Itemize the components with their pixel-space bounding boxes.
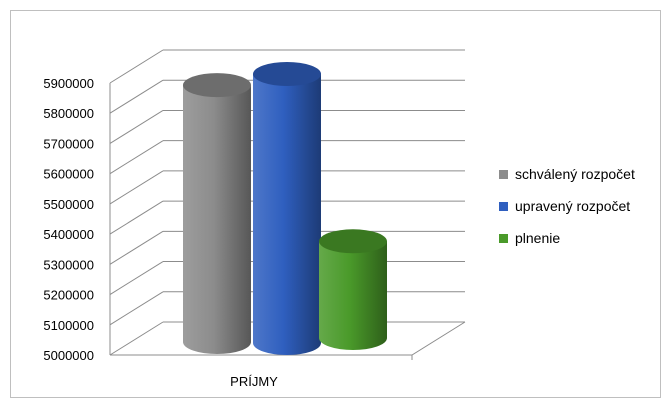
legend-item: schválený rozpočet — [499, 166, 635, 182]
legend-label: plnenie — [515, 230, 560, 246]
y-tick-label: 5700000 — [43, 136, 94, 151]
gridline-diagonal — [109, 321, 164, 356]
gridline-diagonal — [109, 261, 164, 295]
legend-item: upravený rozpočet — [499, 198, 630, 214]
y-tick-label: 5400000 — [43, 227, 94, 242]
legend-item: plnenie — [499, 230, 560, 246]
axis — [109, 83, 466, 360]
legend: schválený rozpočet upravený rozpočet plnen… — [499, 166, 635, 246]
gridline-diagonal — [109, 170, 164, 205]
y-tick-label: 5900000 — [43, 76, 94, 91]
legend-label: schválený rozpočet — [515, 166, 635, 182]
gridline-diagonal — [109, 79, 164, 114]
bar-1 — [183, 73, 251, 354]
y-tick-label: 5100000 — [43, 318, 94, 333]
y-tick-label: 5800000 — [43, 106, 94, 121]
legend-swatch — [499, 202, 508, 211]
legend-swatch — [499, 234, 508, 243]
bar-2 — [253, 62, 321, 356]
bar-body — [319, 241, 387, 350]
gridline-diagonal — [109, 200, 164, 235]
y-tick-labels: 5000000 5100000 5200000 5300000 5400000 55000… — [43, 76, 94, 363]
y-tick-label: 5300000 — [43, 257, 94, 272]
y-tick-label: 5000000 — [43, 348, 94, 363]
bar-body — [253, 74, 321, 356]
bar-body — [183, 85, 251, 354]
y-tick-label: 5500000 — [43, 197, 94, 212]
bar-top — [319, 229, 387, 254]
y-tick-label: 5200000 — [43, 288, 94, 303]
bars — [183, 62, 387, 356]
y-tick-label: 5600000 — [43, 167, 94, 182]
x-tick-label: PRÍJMY — [230, 374, 278, 389]
gridline-diagonal — [109, 110, 164, 144]
gridline-diagonal — [109, 140, 164, 175]
bar-top — [253, 62, 321, 87]
gridline-diagonal — [109, 49, 164, 84]
legend-label: upravený rozpočet — [515, 198, 630, 214]
bar-3 — [319, 229, 387, 350]
category-labels: PRÍJMY — [230, 374, 278, 389]
legend-swatch — [499, 170, 508, 179]
bar-top — [183, 73, 251, 98]
gridline-diagonal — [109, 291, 164, 326]
gridline-diagonal — [109, 230, 164, 265]
